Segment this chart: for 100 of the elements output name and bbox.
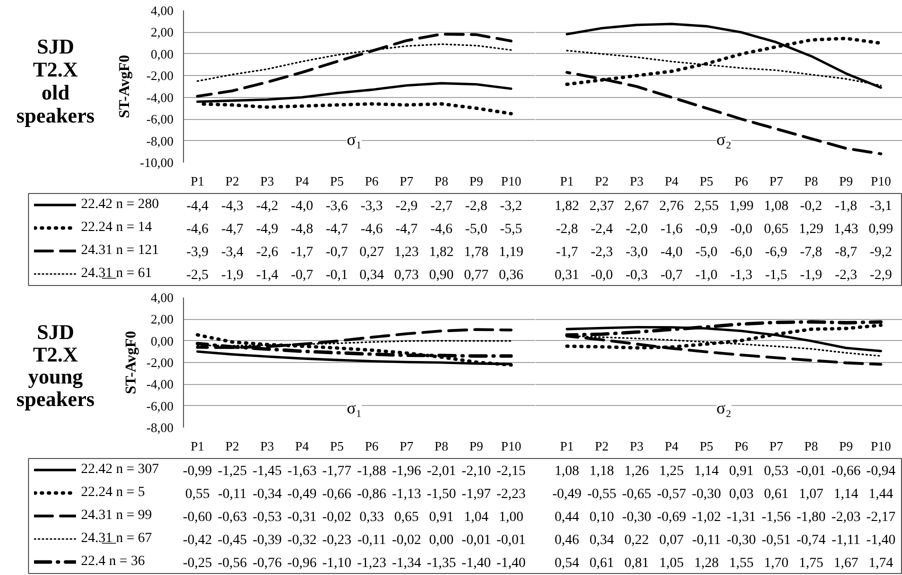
x-tick-label: P3	[630, 438, 644, 454]
data-label: 1,19	[498, 245, 524, 260]
data-label: -0,3	[626, 268, 648, 283]
data-label: 1,18	[590, 464, 614, 479]
data-label: 0,31	[554, 268, 580, 283]
x-tick-label: P3	[260, 438, 274, 454]
x-tick-label: P4	[295, 438, 310, 454]
annotation: σ₁	[346, 398, 362, 418]
data-label: -0,74	[796, 533, 826, 548]
data-label: -0,32	[287, 533, 317, 548]
data-label: -4,0	[290, 199, 314, 214]
data-label: -1,63	[287, 464, 317, 479]
data-label: -1,97	[462, 487, 491, 502]
data-label: -1,31	[726, 510, 756, 525]
x-tick-label: P2	[594, 438, 609, 454]
data-label: -0,86	[357, 487, 386, 502]
data-label: -2,3	[590, 245, 613, 260]
data-label: 0,91	[729, 464, 754, 479]
data-label: -1,9	[800, 268, 822, 283]
y-tick-label: -4,00	[146, 90, 174, 105]
data-label: -0,49	[287, 487, 317, 502]
x-tick-label: P8	[804, 438, 818, 454]
data-label: -1,9	[221, 268, 244, 283]
data-label: -0,66	[322, 487, 352, 502]
x-tick-label: P4	[664, 438, 679, 454]
x-tick-label: P3	[260, 174, 274, 188]
data-label: -0,55	[587, 487, 616, 502]
x-tick-label: P5	[700, 438, 714, 454]
x-tick-label: P9	[839, 438, 853, 454]
data-label: 1,74	[868, 556, 894, 571]
data-label: -1,7	[556, 245, 578, 260]
data-label: -8,7	[834, 245, 858, 260]
data-label: -0,57	[656, 487, 686, 502]
data-label: -1,35	[426, 556, 456, 571]
data-label: 1,43	[834, 222, 858, 237]
y-tick-label: 0,00	[150, 46, 174, 62]
y-tick-label: 0,00	[150, 333, 174, 348]
data-label: -0,2	[800, 199, 822, 214]
data-label: -6,9	[765, 245, 788, 260]
data-label: -0,45	[218, 533, 247, 548]
data-label: 0,77	[464, 268, 488, 283]
data-label: -1,7	[290, 245, 314, 260]
data-label: 2,37	[590, 199, 614, 214]
data-label: -0,11	[357, 533, 386, 548]
x-tick-label: P10	[870, 174, 891, 188]
data-label: -2,8	[465, 199, 488, 214]
data-label: -0,99	[182, 464, 212, 479]
data-label: -4,7	[221, 222, 244, 237]
y-tick-label: -6,00	[146, 112, 174, 127]
data-label: -0,02	[322, 510, 352, 525]
data-label: -0,1	[326, 268, 348, 283]
data-label: 0,53	[764, 464, 788, 479]
data-label: -0,01	[496, 533, 526, 548]
data-label: -1,25	[218, 464, 247, 479]
data-label: -1,5	[765, 268, 788, 283]
data-label: -0,31	[287, 510, 317, 525]
data-label: -0,42	[182, 533, 212, 548]
data-label: -0,34	[252, 487, 282, 502]
data-label: -2,23	[496, 487, 526, 502]
data-label: -1,40	[866, 533, 896, 548]
data-label: -1,40	[496, 556, 526, 571]
data-label: -0,96	[287, 556, 317, 571]
data-label: -0,56	[218, 556, 247, 571]
data-label: -4,9	[256, 222, 278, 237]
data-label: -0,9	[695, 222, 718, 237]
x-tick-label: P1	[190, 438, 204, 454]
y-tick-label: -4,00	[146, 376, 174, 392]
data-label: -2,15	[496, 464, 526, 479]
y-axis-title: ST-AvgF0	[116, 54, 133, 118]
data-label: -4,8	[290, 222, 314, 237]
x-tick-label: P10	[500, 174, 522, 188]
annotation: σ₁	[346, 130, 362, 150]
data-label: 2,67	[624, 199, 649, 214]
data-label: 0,81	[624, 556, 649, 571]
data-label: 1,78	[464, 245, 488, 260]
data-label: -0,39	[252, 533, 282, 548]
x-tick-label: P7	[769, 438, 784, 454]
data-label: -3,1	[870, 199, 892, 214]
data-label: -0,69	[656, 510, 686, 525]
data-label: -3,6	[326, 199, 348, 214]
x-tick-label: P7	[769, 174, 784, 188]
data-label: -2,6	[256, 245, 278, 260]
data-label: -1,88	[357, 464, 386, 479]
data-label: -0,01	[462, 533, 491, 548]
data-label: -2,4	[590, 222, 613, 237]
data-label: 0,65	[764, 222, 788, 237]
data-label: -2,17	[866, 510, 896, 525]
legend-label: 22.4 n = 36	[81, 552, 145, 570]
x-tick-label: P8	[434, 438, 448, 454]
data-label: -4,7	[395, 222, 418, 237]
data-label: 2,76	[659, 199, 684, 214]
data-label: -4,6	[360, 222, 383, 237]
data-label: 1,67	[834, 556, 858, 571]
data-label: -1,3	[730, 268, 752, 283]
data-label: 0,10	[590, 510, 614, 525]
x-tick-label: P2	[225, 438, 240, 454]
data-label: 0,22	[624, 533, 649, 548]
data-label: -4,3	[221, 199, 244, 214]
x-tick-label: P2	[225, 174, 240, 188]
data-label: -1,77	[322, 464, 352, 479]
